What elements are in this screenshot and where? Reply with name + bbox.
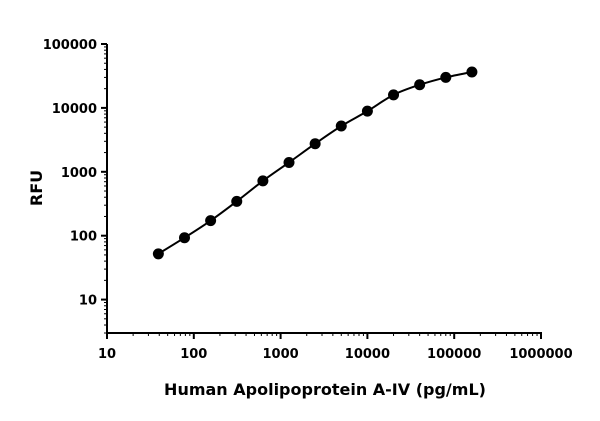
data-point	[205, 215, 217, 227]
x-tick-label: 1000	[263, 347, 299, 362]
data-point	[414, 79, 426, 91]
y-tick-label: 10	[79, 294, 97, 309]
data-point	[309, 138, 321, 150]
fit-curve	[157, 70, 473, 255]
data-point	[178, 232, 190, 244]
data-points	[152, 66, 478, 260]
data-point	[388, 89, 400, 101]
y-tick-label: 100	[70, 230, 97, 245]
y-ticks: 10 100 1000 10000 100000	[43, 38, 107, 334]
x-tick-label: 100	[180, 347, 207, 362]
data-point	[466, 66, 478, 78]
y-tick-label: 1000	[61, 166, 97, 181]
y-tick-label: 100000	[43, 38, 97, 53]
data-point	[257, 175, 269, 187]
x-tick-label: 100000	[427, 347, 481, 362]
x-ticks: 10 100 1000 10000 100000 1000000	[98, 333, 573, 362]
data-point	[335, 120, 347, 132]
data-point	[283, 156, 295, 168]
x-axis-title: Human Apolipoprotein A-IV (pg/mL)	[164, 380, 486, 399]
data-point	[361, 105, 373, 117]
axes	[106, 44, 542, 334]
x-tick-label: 10	[98, 347, 116, 362]
y-axis-title: RFU	[27, 170, 46, 206]
x-tick-label: 10000	[345, 347, 390, 362]
x-tick-label: 1000000	[509, 347, 572, 362]
data-point	[440, 71, 452, 83]
y-tick-label: 10000	[52, 102, 97, 117]
data-point	[231, 195, 243, 207]
data-point	[152, 248, 164, 260]
